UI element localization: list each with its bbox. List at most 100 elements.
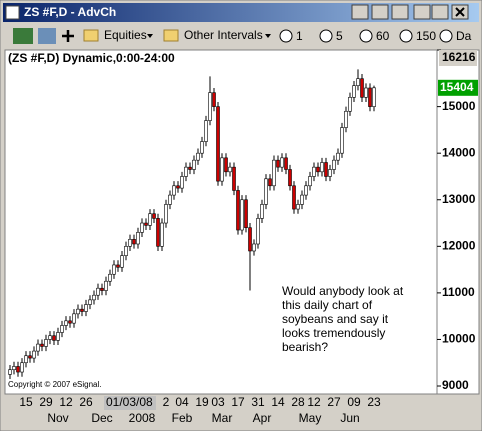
candle-body [320, 162, 324, 173]
candle-body [8, 369, 12, 375]
interval-button[interactable]: Da [456, 29, 472, 43]
candle-body [96, 287, 100, 296]
interval-icon[interactable] [439, 29, 453, 43]
candle-body [204, 120, 208, 142]
candle-body [256, 218, 260, 245]
interval-icon[interactable] [399, 29, 413, 43]
candle-body [240, 199, 244, 231]
interval-button[interactable]: 1 [296, 29, 303, 43]
annotation: soybeans and say it [282, 312, 389, 326]
y-tick-label: 14000 [442, 145, 476, 159]
window-buttons[interactable] [351, 4, 469, 20]
annotation: bearish? [282, 340, 328, 354]
folder-icon [83, 29, 99, 42]
candle-body [64, 320, 68, 326]
button[interactable] [371, 4, 389, 20]
last-price: 15404 [440, 80, 474, 94]
candle-body [88, 299, 92, 305]
candle-body [196, 152, 200, 161]
interval-icon[interactable] [279, 29, 293, 43]
candle-body [260, 204, 264, 219]
interval-button[interactable]: 60 [376, 29, 390, 43]
symbol-dropdown[interactable]: Equities [104, 28, 147, 42]
plot-area [4, 49, 438, 395]
toolbar [13, 28, 179, 44]
y-tick-label: 10000 [442, 332, 476, 346]
candle-body [28, 355, 32, 359]
candle-body [308, 176, 312, 187]
candle-body [92, 294, 96, 301]
candle-body [48, 335, 52, 340]
candle-body [108, 273, 112, 282]
close-icon [455, 7, 465, 17]
candle-body [152, 213, 156, 219]
candle-body [272, 159, 276, 187]
chart-title: (ZS #F,D) Dynamic,0:00-24:00 [8, 51, 175, 65]
y-tick-label: 16216 [442, 50, 476, 64]
x-tick-label: 12 [59, 395, 73, 409]
candle-body [44, 339, 48, 347]
candle-body [52, 335, 56, 341]
annotation: looks tremendously [282, 326, 385, 340]
candle-body [304, 185, 308, 196]
window-title: ZS #F,D - AdvCh [24, 5, 116, 19]
maximize[interactable] [431, 4, 449, 20]
candle-body [104, 280, 108, 291]
candle-body [12, 366, 16, 371]
y-tick-label: 11000 [442, 285, 475, 299]
tool-icon[interactable] [38, 28, 56, 44]
month-label: Jun [340, 411, 359, 425]
candle-body [292, 185, 296, 210]
month-label: Feb [172, 411, 193, 425]
candle-body [188, 166, 192, 170]
month-label: Mar [212, 411, 233, 425]
button[interactable] [391, 4, 409, 20]
add-icon[interactable] [62, 30, 74, 42]
candle-body [176, 185, 180, 189]
app-icon [5, 5, 20, 20]
candle-body [136, 232, 140, 245]
candle-body [236, 190, 240, 231]
annotation: this daily chart of [282, 298, 373, 312]
x-tick-label: 09 [347, 395, 361, 409]
x-tick-label: 23 [367, 395, 381, 409]
candle-body [16, 366, 20, 373]
y-tick-label: 9000 [442, 378, 469, 392]
candle-body [276, 159, 280, 168]
minimize[interactable] [413, 4, 431, 20]
candle-body [348, 97, 352, 112]
candle-body [40, 343, 44, 347]
candle-body [328, 169, 332, 177]
candle-body [172, 185, 176, 196]
candle-body [68, 320, 72, 324]
candle-body [224, 157, 228, 173]
interval-icon[interactable] [319, 29, 333, 43]
candle-body [148, 213, 152, 226]
candle-body [316, 166, 320, 173]
candle-body [216, 106, 220, 182]
candle-body [32, 350, 36, 359]
candle-body [324, 162, 328, 177]
x-tick-label: 14 [271, 395, 285, 409]
interval-icon[interactable] [359, 29, 373, 43]
interval-button[interactable]: 5 [336, 29, 343, 43]
candle-body [228, 166, 232, 173]
x-tick-label: 2 [163, 395, 170, 409]
candle-body [156, 218, 160, 247]
candle-body [372, 87, 376, 107]
candle-body [140, 222, 144, 233]
x-tick-label: 17 [231, 395, 245, 409]
candle-body [252, 243, 256, 252]
candle-body [192, 159, 196, 170]
interval-button[interactable]: 150 [416, 29, 436, 43]
interval-dropdown[interactable]: Other Intervals [184, 28, 263, 42]
tool-icon[interactable] [13, 28, 33, 44]
candle-body [84, 304, 88, 312]
y-tick-label: 13000 [442, 192, 476, 206]
candle-body [332, 159, 336, 170]
button[interactable] [351, 4, 369, 20]
candle-body [212, 92, 216, 107]
x-tick-label: 12 [307, 395, 321, 409]
candle-body [60, 325, 64, 333]
